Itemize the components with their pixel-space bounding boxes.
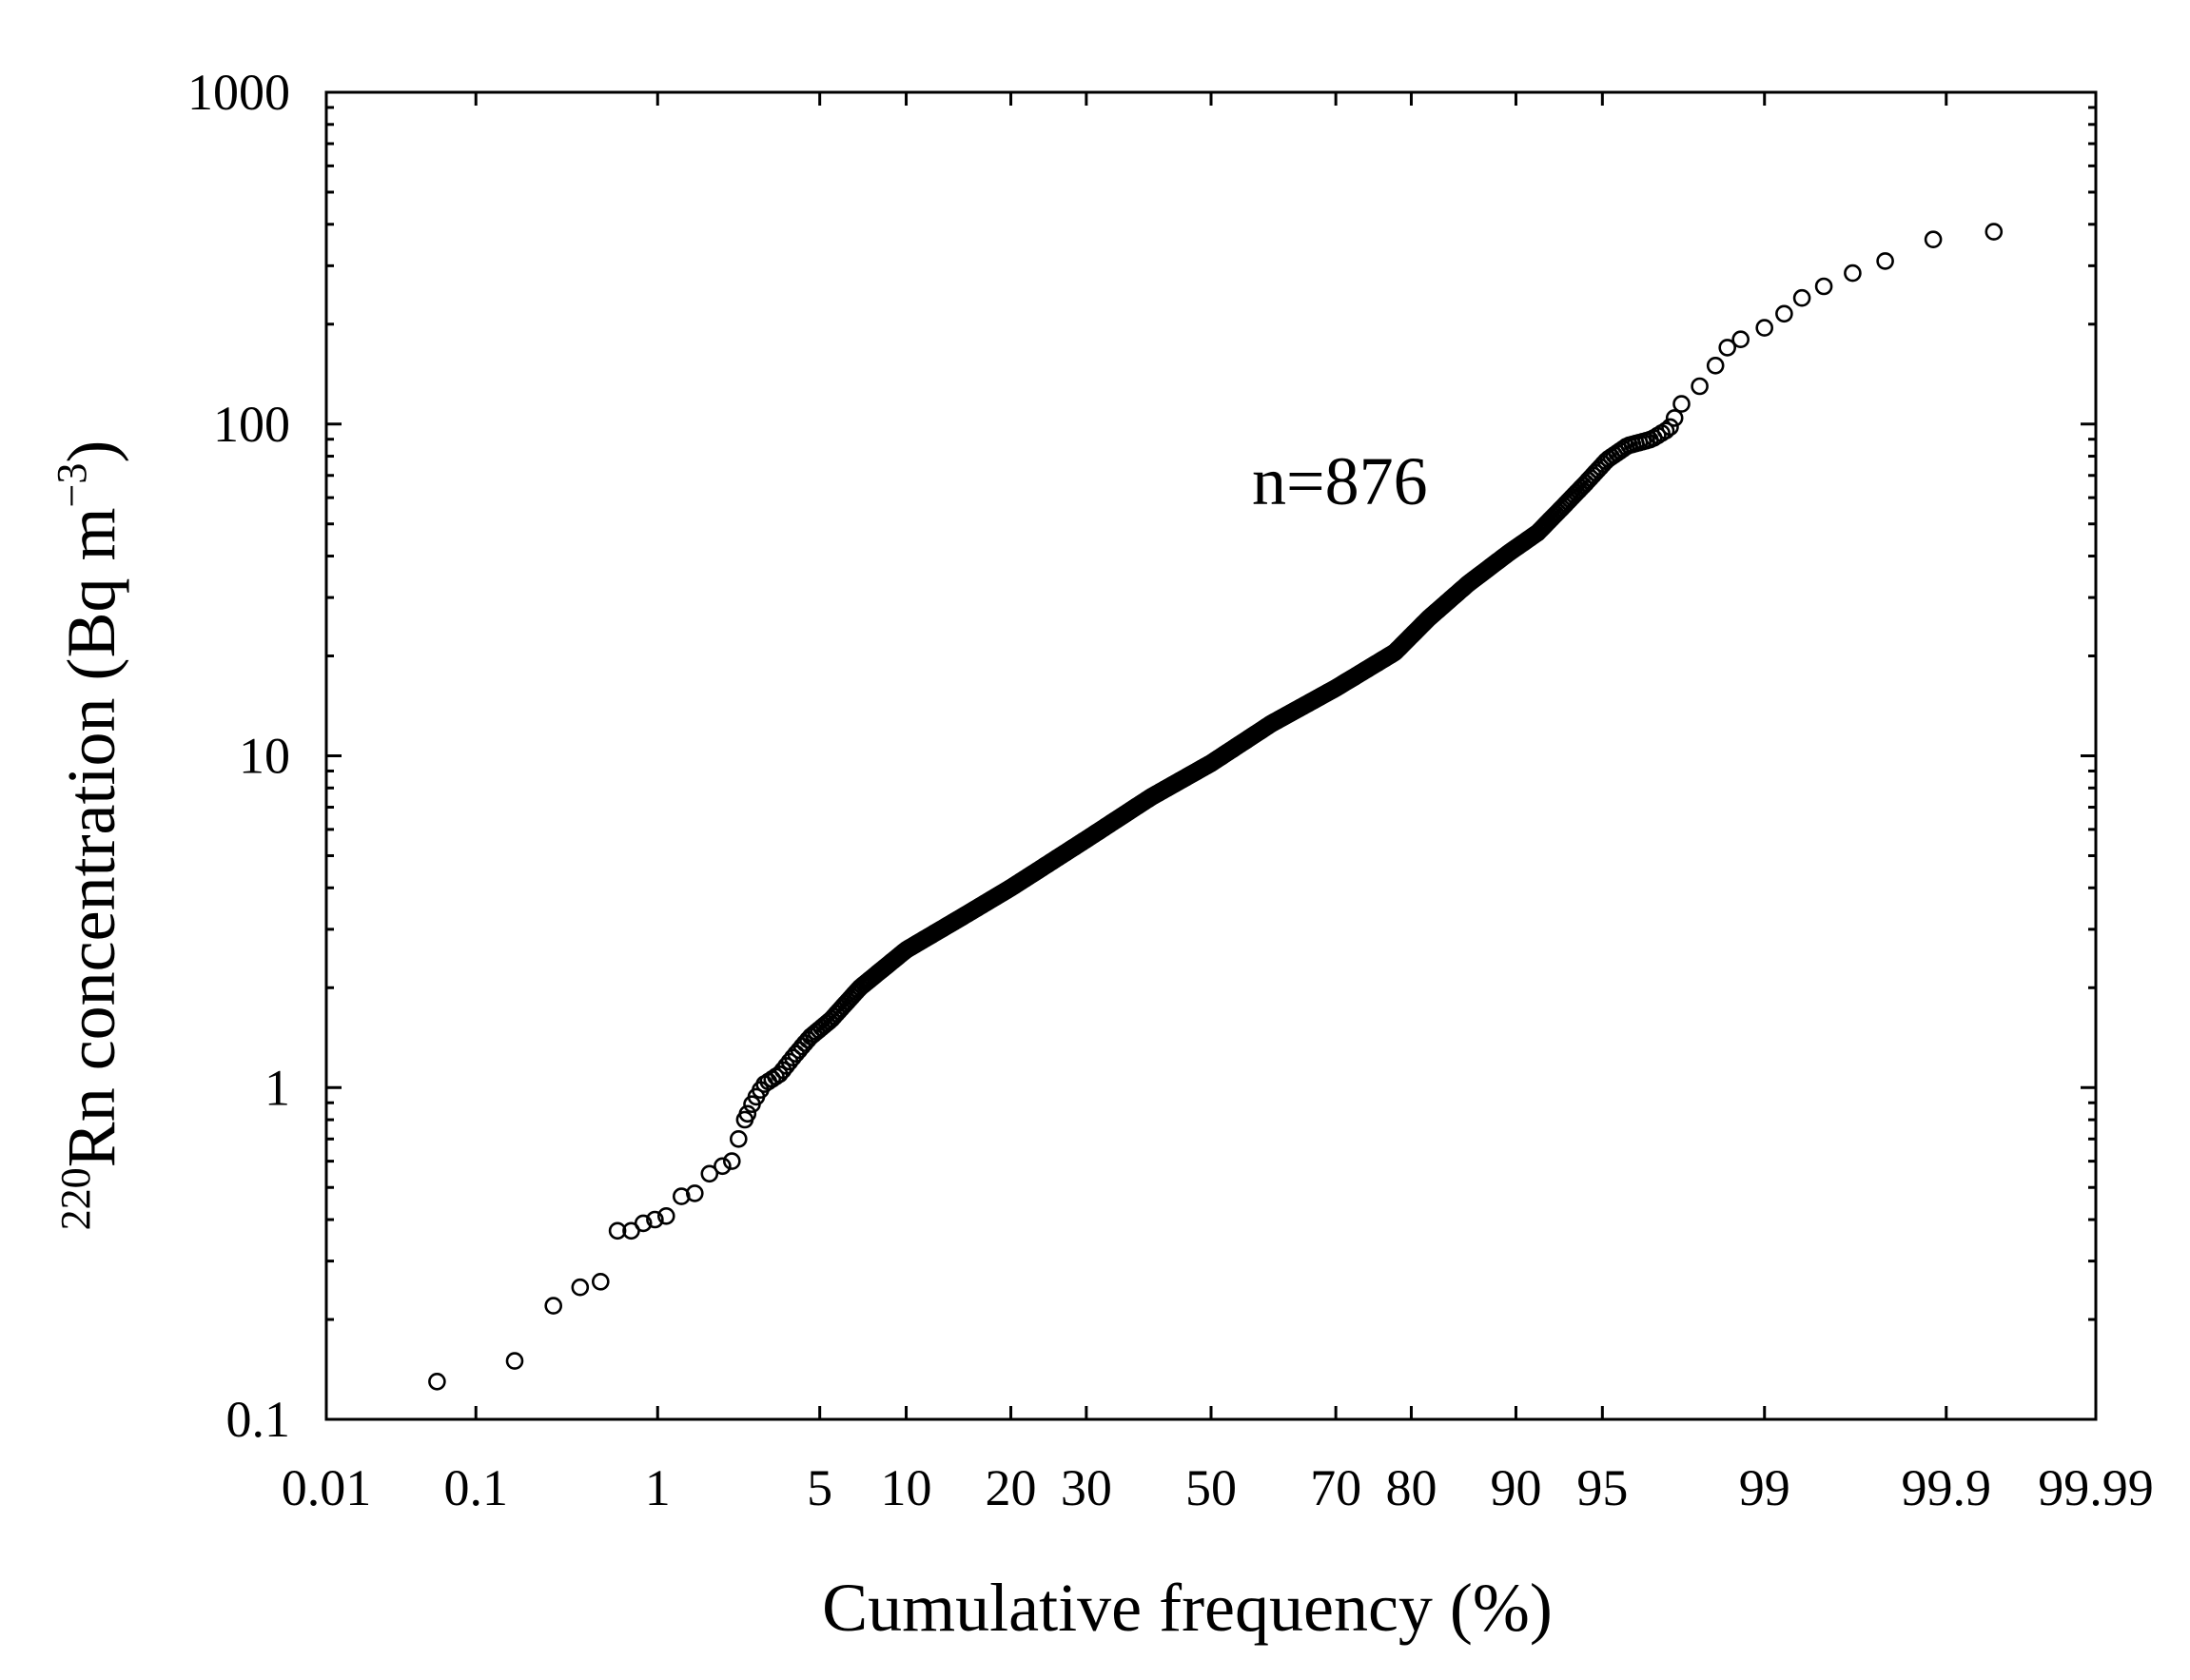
data-point [1876, 252, 1894, 270]
data-point [1985, 223, 2004, 241]
y-axis-title: 220Rn concentration (Bq m−3) [49, 440, 129, 1231]
tick-labels: 0.01 0.1 1 5 10 20 30 50 70 80 90 95 99 99.9 99.99 0.1 1… [187, 64, 2154, 1516]
data-point [1691, 377, 1709, 396]
data-point [1665, 409, 1684, 427]
x-tick-label: 99.9 [1902, 1459, 1992, 1516]
x-tick-label: 20 [986, 1459, 1037, 1516]
x-tick-label: 0.01 [282, 1459, 372, 1516]
data-points [428, 223, 2004, 1391]
x-tick-label: 50 [1185, 1459, 1237, 1516]
data-point [1656, 421, 1675, 440]
y-axis-title-close: ) [53, 440, 129, 463]
data-point [646, 1210, 664, 1229]
data-point [1718, 339, 1736, 357]
data-point [608, 1221, 627, 1240]
x-tick-label: 30 [1061, 1459, 1112, 1516]
data-point [656, 1207, 675, 1225]
y-tick-label: 10 [239, 728, 290, 785]
y-tick-label: 0.1 [226, 1391, 291, 1448]
data-point [1775, 304, 1793, 323]
data-point [1792, 288, 1811, 307]
x-tick-label: 10 [881, 1459, 932, 1516]
data-point [1924, 230, 1943, 248]
data-point [544, 1297, 563, 1315]
sample-size-annotation: n=876 [1252, 443, 1428, 519]
x-tick-label: 5 [807, 1459, 832, 1516]
y-tick-label: 1000 [187, 64, 290, 121]
y-tick-label: 100 [213, 396, 290, 453]
x-tick-label: 80 [1385, 1459, 1437, 1516]
x-tick-label: 90 [1490, 1459, 1541, 1516]
y-tick-label: 1 [264, 1059, 290, 1116]
data-point [714, 1157, 732, 1176]
data-point [1844, 264, 1862, 283]
data-point [700, 1164, 719, 1183]
y-axis-title-main: Rn concentration (Bq m [53, 507, 129, 1167]
data-point [1814, 277, 1833, 296]
x-tick-label: 70 [1310, 1459, 1361, 1516]
data-point [729, 1130, 748, 1148]
data-point [722, 1152, 741, 1170]
data-point [1755, 319, 1773, 337]
y-axis-title-superscript: 220 [52, 1167, 99, 1230]
data-point [428, 1373, 446, 1391]
data-point [1661, 418, 1679, 437]
x-tick-label: 0.1 [443, 1459, 508, 1516]
data-point [634, 1214, 653, 1233]
data-point [685, 1184, 704, 1202]
data-point [735, 1110, 754, 1129]
data-point [571, 1278, 590, 1297]
data-point [1731, 330, 1750, 349]
data-point [505, 1352, 524, 1370]
x-tick-label: 99.99 [2038, 1459, 2154, 1516]
x-tick-label: 1 [645, 1459, 671, 1516]
x-axis-title: Cumulative frequency (%) [822, 1570, 1553, 1646]
axis-ticks [324, 90, 2098, 1421]
data-point [591, 1273, 610, 1291]
x-tick-label: 99 [1739, 1459, 1790, 1516]
x-tick-label: 95 [1576, 1459, 1628, 1516]
data-point [1672, 395, 1691, 413]
y-axis-title-exponent: −3 [49, 463, 95, 508]
data-point [1706, 356, 1725, 375]
